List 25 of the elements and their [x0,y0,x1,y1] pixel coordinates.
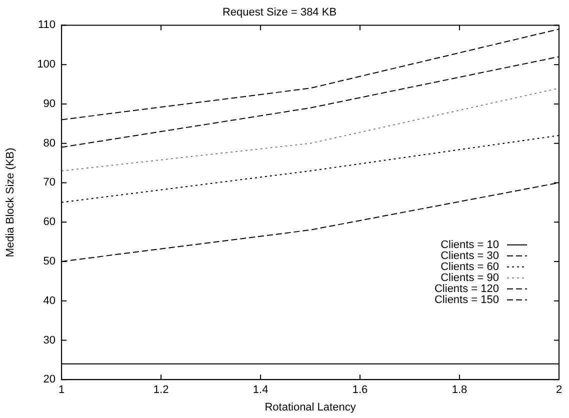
legend-label: Clients = 60 [440,260,499,273]
y-tick-label: 110 [38,19,56,32]
legend-label: Clients = 90 [440,272,499,284]
x-tick-label: 1.8 [452,384,468,396]
legend-label: Clients = 150 [434,294,499,306]
x-tick-label: 1 [58,384,65,396]
x-tick-label: 1.2 [153,384,169,396]
y-tick-label: 40 [43,294,56,307]
chart-title: Request Size = 384 KB [222,6,337,19]
legend-label: Clients = 10 [440,238,499,251]
y-tick-label: 70 [43,176,56,189]
x-tick-label: 1.4 [252,384,268,396]
y-tick-label: 60 [43,216,56,228]
y-axis-title: Media Block Size (KB) [4,148,17,258]
legend-label: Clients = 30 [440,250,499,262]
y-tick-label: 50 [43,256,56,268]
y-tick-label: 100 [37,58,56,71]
y-tick-label: 20 [43,374,56,386]
y-tick-label: 30 [43,334,56,346]
x-tick-label: 1.6 [352,384,368,396]
y-tick-label: 90 [43,98,56,110]
x-tick-label: 2 [556,384,562,396]
x-axis-title: Rotational Latency [264,401,356,414]
legend-label: Clients = 120 [434,282,499,295]
y-tick-label: 80 [43,137,56,150]
